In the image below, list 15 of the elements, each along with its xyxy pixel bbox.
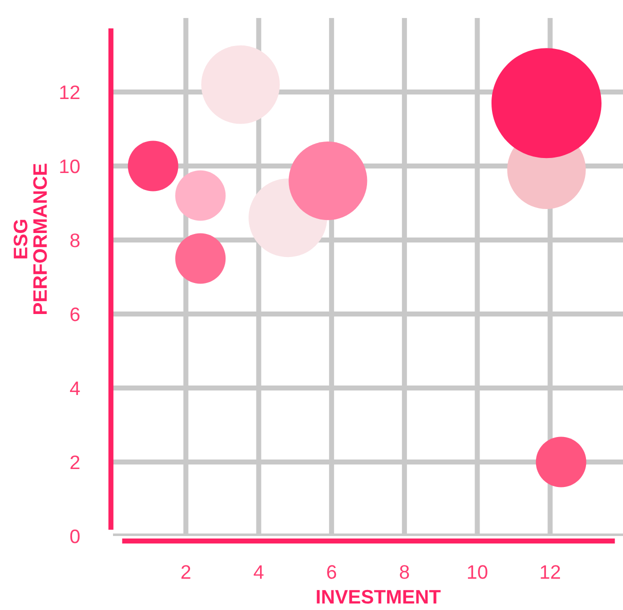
- y-tick-label: 0: [70, 529, 80, 544]
- y-tick-label: 10: [60, 159, 80, 174]
- x-tick-label: 2: [181, 565, 190, 579]
- x-tick-label: 8: [400, 565, 409, 579]
- y-tick-label: 2: [70, 455, 80, 470]
- y-tick-label: 12: [60, 85, 80, 100]
- x-tick-label: 10: [468, 565, 488, 579]
- x-axis-title: INVESTMENT: [316, 590, 441, 604]
- x-tick-label: 6: [327, 565, 336, 579]
- y-tick-label: 4: [70, 382, 80, 396]
- x-tick-label: 12: [540, 565, 560, 579]
- x-tick-label: 4: [254, 565, 264, 579]
- y-tick-label: 8: [70, 233, 80, 248]
- y-tick-label: 6: [70, 307, 80, 322]
- y-axis-title: ESG PERFORMANCE: [14, 164, 47, 314]
